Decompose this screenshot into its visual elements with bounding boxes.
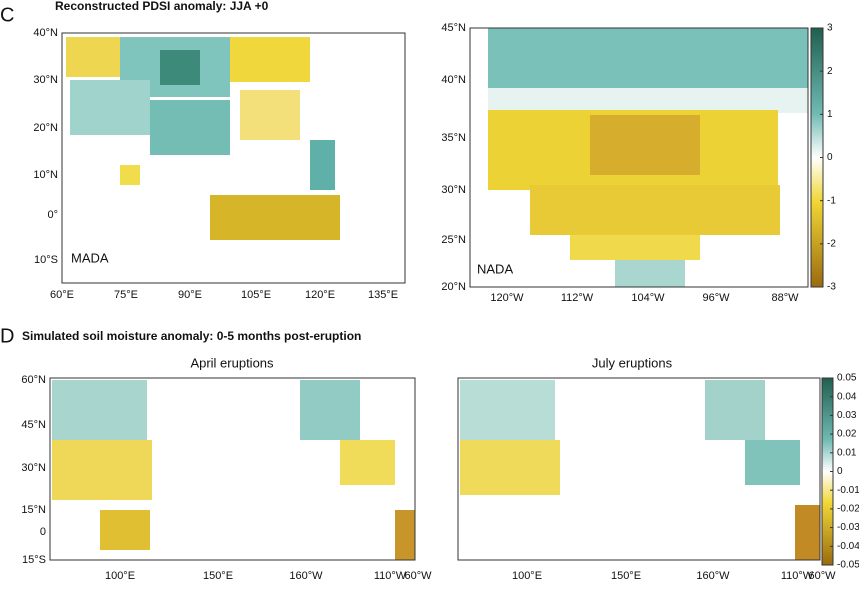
y-tick-label: 20°N: [33, 122, 58, 134]
cell: [52, 440, 152, 500]
x-tick-label: 105°E: [241, 289, 271, 301]
cell: [488, 88, 808, 113]
colorbar-label: -0.02: [837, 504, 859, 515]
x-tick-label: 160°W: [696, 570, 730, 582]
cell: [310, 140, 335, 190]
x-tick-label: 90°E: [178, 289, 202, 301]
panel-letter: D: [0, 325, 14, 347]
colorbar-label: 0: [827, 152, 833, 163]
map-label: MADA: [71, 250, 109, 265]
cell: [590, 115, 700, 175]
x-tick-label: 110°W: [374, 570, 407, 582]
colorbar-label: 0.03: [837, 410, 857, 421]
cell: [615, 260, 685, 287]
map-frame: [469, 27, 809, 288]
cell: [488, 28, 808, 88]
x-tick-label: 88°W: [771, 292, 799, 304]
panel-title: Reconstructed PDSI anomaly: JJA +0: [55, 0, 269, 13]
cell: [460, 380, 555, 440]
y-tick-label: 15°N: [21, 504, 46, 516]
cell: [160, 50, 200, 85]
cell: [210, 195, 340, 240]
colorbar-label: -3: [827, 282, 836, 293]
x-tick-label: 60°W: [404, 570, 432, 582]
cell: [70, 80, 150, 135]
colorbar-label: -0.03: [837, 522, 859, 533]
x-tick-label: 96°W: [702, 292, 730, 304]
cell: [705, 380, 765, 440]
y-tick-label: 40°N: [33, 27, 58, 39]
x-tick-label: 160°W: [289, 570, 323, 582]
map-frame: [61, 32, 406, 284]
y-tick-label: 20°N: [441, 281, 466, 293]
y-tick-label: 10°S: [34, 254, 58, 266]
map-april: [49, 377, 416, 561]
x-tick-label: 150°E: [203, 570, 233, 582]
cell: [300, 380, 360, 440]
colorbar-label: 2: [827, 66, 833, 77]
y-tick-label: 60°N: [21, 374, 46, 386]
x-tick-label: 112°W: [561, 292, 594, 304]
y-tick-label: 25°N: [441, 234, 466, 246]
x-tick-label: 100°E: [512, 570, 542, 582]
map-frame: [49, 377, 416, 561]
x-tick-label: 104°W: [631, 292, 665, 304]
colorbar-label: 0.05: [837, 373, 857, 384]
cell: [340, 440, 395, 485]
x-tick-label: 120°W: [490, 292, 524, 304]
cell: [460, 440, 560, 495]
map-frame: [457, 377, 821, 561]
y-tick-label: 30°N: [441, 184, 466, 196]
panel-letter: C: [0, 4, 14, 26]
x-tick-label: 100°E: [105, 570, 135, 582]
y-tick-label: 45°N: [21, 419, 46, 431]
colorbar-label: 1: [827, 109, 833, 120]
cell: [395, 510, 415, 560]
y-tick-label: 30°N: [21, 462, 46, 474]
cell: [150, 100, 230, 155]
cell: [530, 185, 780, 235]
x-tick-label: 110°W: [781, 570, 814, 582]
x-tick-label: 60°W: [808, 570, 836, 582]
y-tick-label: 10°N: [33, 169, 58, 181]
panel-title: Simulated soil moisture anomaly: 0-5 mon…: [22, 329, 361, 343]
colorbar-label: -0.01: [837, 485, 859, 496]
cell: [100, 510, 150, 550]
cell: [745, 440, 800, 485]
map-nada: NADA: [469, 27, 809, 288]
cell: [52, 380, 147, 440]
map-title: July eruptions: [592, 355, 673, 370]
colorbar-label: 0.01: [837, 447, 857, 458]
cell: [570, 235, 700, 260]
colorbar-label: 0.04: [837, 391, 857, 402]
y-tick-label: 0: [40, 526, 46, 538]
y-tick-label: 40°N: [441, 74, 466, 86]
y-tick-label: 45°N: [441, 22, 466, 34]
map-mada: MADA: [61, 32, 406, 284]
y-tick-label: 0°: [47, 209, 58, 221]
cell: [120, 165, 140, 185]
colorbar-label: 3: [827, 23, 833, 34]
x-tick-label: 150°E: [611, 570, 641, 582]
cell: [795, 505, 820, 560]
x-tick-label: 60°E: [50, 289, 74, 301]
colorbar-label: 0.02: [837, 429, 857, 440]
colorbar-label: -0.05: [837, 560, 859, 571]
y-tick-label: 35°N: [441, 132, 466, 144]
cell: [230, 37, 310, 82]
cell: [240, 90, 300, 140]
x-tick-label: 135°E: [368, 289, 398, 301]
map-july: [457, 377, 821, 561]
x-tick-label: 75°E: [114, 289, 138, 301]
y-tick-label: 30°N: [33, 74, 58, 86]
y-tick-label: 15°S: [22, 554, 46, 566]
x-tick-label: 120°E: [305, 289, 335, 301]
colorbar-label: 0: [837, 466, 843, 477]
map-label: NADA: [477, 261, 513, 276]
colorbar-label: -2: [827, 238, 836, 249]
map-title: April eruptions: [190, 355, 274, 370]
colorbar-label: -1: [827, 195, 836, 206]
colorbar-label: -0.04: [837, 541, 859, 552]
